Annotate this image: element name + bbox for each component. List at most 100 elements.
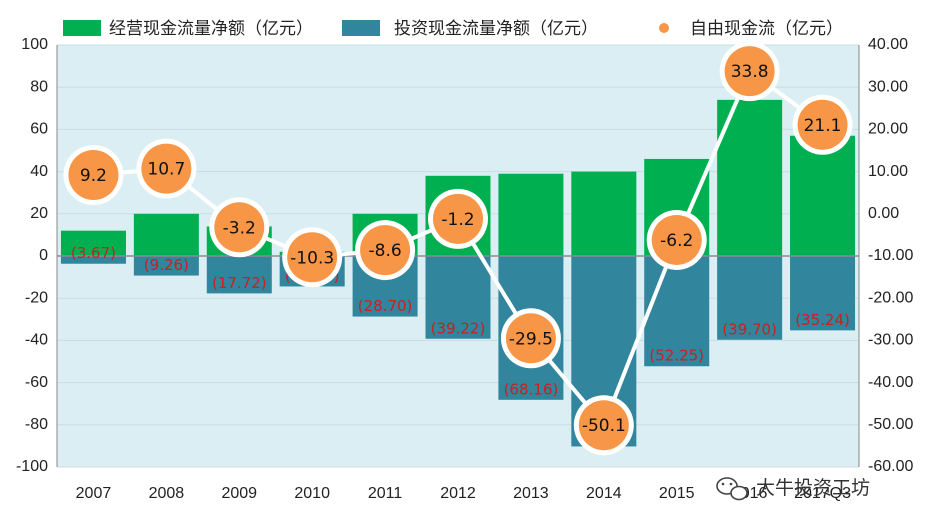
y-axis-left: 100 80 60 40 20 0 -20 -40 -60 -80 -100 [16, 36, 48, 475]
fcf-point-2008: 10.7 [136, 138, 197, 199]
fcf-label-2010: -10.3 [290, 248, 334, 268]
fcf-label-2013: -29.5 [509, 329, 553, 349]
fcf-points: 9.2 10.7 -3.2 -10.3 -8.6 -1.2 -29.5 -50.1 -6.2 33… [63, 41, 853, 456]
xtick-label-2009: 2009 [221, 485, 257, 502]
fcf-label-2016: 33.8 [731, 62, 769, 82]
legend-label-fcf: 自由现金流（亿元） [690, 19, 843, 39]
xtick-label-2012: 2012 [440, 485, 476, 502]
fcf-label-2007: 9.2 [80, 166, 107, 186]
legend-item-operating: 经营现金流量净额（亿元） [63, 19, 313, 39]
fcf-label-2012: -1.2 [441, 210, 474, 230]
ytick-right-label: -20.00 [868, 289, 913, 306]
ytick-left-label: -20 [25, 289, 48, 306]
fcf-point-marker [433, 193, 483, 244]
bar-investing-2017Q3 [790, 256, 856, 331]
bar-investing-2008 [133, 256, 199, 276]
xtick-label-2013: 2013 [513, 485, 549, 502]
fcf-point-2014: -50.1 [573, 395, 634, 456]
xtick-label-2007: 2007 [76, 485, 112, 502]
legend-label-investing: 投资现金流量净额（亿元） [394, 19, 598, 39]
fcf-point-marker [214, 202, 265, 253]
fcf-label-2008: 10.7 [147, 160, 185, 180]
fcf-point-marker [360, 225, 411, 276]
fcf-point-marker [651, 214, 702, 265]
ytick-right-label: -50.00 [868, 416, 913, 433]
fcf-point-marker [68, 149, 119, 200]
fcf-point-marker [287, 232, 338, 283]
wechat-icon [716, 477, 748, 501]
legend: 经营现金流量净额（亿元） 投资现金流量净额（亿元） 自由现金流（亿元） [63, 19, 843, 39]
fcf-point-2010: -10.3 [282, 227, 343, 288]
invest-label-2011: (28.70) [358, 297, 413, 315]
fcf-label-2015: -6.2 [660, 231, 693, 251]
invest-label-2015: (52.25) [649, 347, 704, 365]
legend-item-fcf: 自由现金流（亿元） [659, 19, 843, 39]
fcf-point-2013: -29.5 [500, 308, 561, 369]
ytick-left-label: -60 [25, 374, 48, 391]
watermark-text: 大牛投资工坊 [756, 477, 870, 499]
xtick-label-2010: 2010 [294, 485, 330, 502]
bar-investing-2012 [425, 256, 491, 339]
invest-label-2013: (68.16) [504, 380, 559, 398]
y-axis-right: 40.00 30.00 20.00 10.00 0.00 -10.00 -20.00 -30.… [868, 36, 913, 475]
ytick-left-label: 60 [30, 121, 48, 138]
ytick-right-label: 10.00 [868, 163, 908, 180]
ytick-right-label: 40.00 [868, 36, 908, 53]
ytick-left-label: 0 [39, 247, 48, 264]
bar-operating-2017Q3 [790, 135, 856, 256]
ytick-right-label: -30.00 [868, 332, 913, 349]
bar-operating-2007 [60, 230, 126, 256]
bar-investing-2009 [206, 256, 272, 294]
fcf-point-marker [578, 400, 629, 451]
bar-operating-2013 [498, 173, 564, 256]
ytick-left-label: -40 [25, 332, 48, 349]
ytick-right-label: 0.00 [868, 205, 899, 222]
watermark: 大牛投资工坊 [716, 477, 870, 501]
bar-investing-2007 [60, 256, 126, 264]
xtick-label-2008: 2008 [149, 485, 185, 502]
ytick-right-label: 20.00 [868, 121, 908, 138]
ytick-right-label: -10.00 [868, 247, 913, 264]
fcf-point-marker [724, 46, 775, 97]
fcf-point-2016: 33.8 [719, 41, 780, 102]
fcf-point-2007: 9.2 [63, 144, 124, 205]
ytick-left-label: 20 [30, 205, 48, 222]
legend-marker-fcf [659, 23, 669, 33]
xtick-label-2015: 2015 [659, 485, 695, 502]
ytick-left-label: 100 [21, 36, 48, 53]
ytick-left-label: 80 [30, 78, 48, 95]
fcf-label-2011: -8.6 [369, 241, 402, 261]
invest-label-2016: (39.70) [722, 320, 777, 338]
fcf-label-2017Q3: 21.1 [804, 116, 842, 136]
xtick-label-2017Q3: 2017Q3 [794, 485, 851, 502]
bar-investing-2016 [717, 256, 783, 340]
fcf-label-2014: -50.1 [582, 416, 626, 436]
invest-label-2012: (39.22) [431, 319, 486, 337]
legend-swatch-operating [63, 20, 101, 36]
fcf-point-marker [505, 313, 556, 364]
fcf-point-2012: -1.2 [428, 188, 488, 249]
fcf-point-2015: -6.2 [646, 209, 707, 270]
invest-label-2009: (17.72) [212, 274, 267, 292]
xtick-label-2014: 2014 [586, 485, 622, 502]
invest-label-2017Q3: (35.24) [795, 311, 850, 329]
ytick-left-label: -80 [25, 416, 48, 433]
fcf-point-marker [141, 143, 192, 194]
fcf-point-2009: -3.2 [209, 197, 270, 258]
ytick-right-label: 30.00 [868, 78, 908, 95]
xtick-label-2011: 2011 [368, 485, 403, 502]
legend-label-operating: 经营现金流量净额（亿元） [109, 19, 313, 39]
bar-investing-2015 [644, 256, 710, 367]
bar-operating-2008 [133, 213, 199, 256]
invest-label-2007: (3.67) [71, 244, 116, 262]
ytick-left-label: -100 [16, 458, 48, 475]
fcf-point-marker [797, 99, 848, 150]
legend-item-investing: 投资现金流量净额（亿元） [342, 19, 598, 39]
ytick-right-label: -40.00 [868, 374, 913, 391]
fcf-point-2017Q3: 21.1 [792, 94, 853, 155]
fcf-point-2011: -8.6 [355, 220, 416, 281]
ytick-left-label: 40 [30, 163, 48, 180]
invest-label-2008: (9.26) [144, 256, 189, 274]
fcf-label-2009: -3.2 [223, 218, 256, 238]
